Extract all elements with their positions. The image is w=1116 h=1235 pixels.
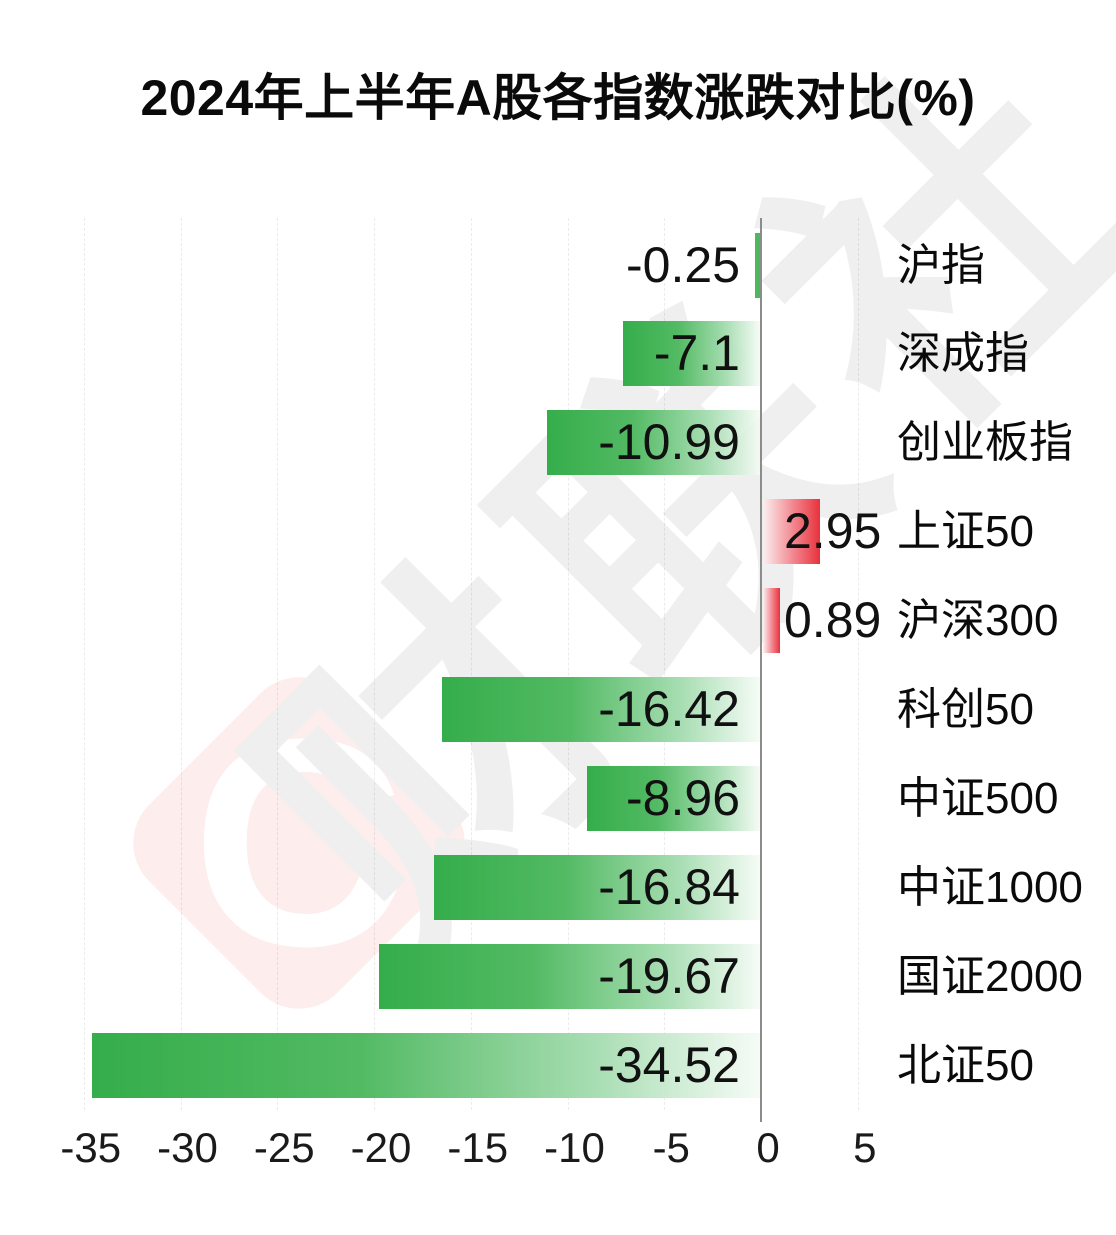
category-label: 沪指 [897,240,985,290]
category-label: 深成指 [897,329,1029,379]
x-tick-label: -25 [253,1124,315,1171]
value-label: -0.25 [626,236,740,293]
gridline [857,218,859,1110]
bar [442,677,760,742]
bar [763,588,781,654]
gridline [567,218,569,1110]
category-label: 沪深300 [897,596,1059,646]
x-tick-label: -35 [60,1124,122,1171]
value-label: -16.42 [598,681,740,737]
chart-title: 2024年上半年A股各指数涨跌对比(%) [140,70,976,126]
bar [547,410,760,476]
x-tick-label: -10 [544,1124,605,1171]
value-label: 0.89 [784,592,882,649]
gridline [83,218,85,1110]
bar [586,765,760,831]
x-tick-label: 5 [853,1124,877,1171]
x-tick-label: -20 [350,1124,412,1171]
gridline [374,218,375,1110]
bar [434,854,760,920]
value-label: -19.67 [598,947,740,1004]
x-tick-label: -5 [652,1124,690,1171]
category-label: 中证500 [897,773,1059,823]
category-label: 上证50 [897,507,1034,557]
x-tick-label: -30 [157,1124,218,1171]
bar [92,1032,760,1098]
value-label: -16.84 [598,858,740,915]
bar [763,499,821,565]
bar [622,321,760,387]
bar [755,232,760,298]
value-label: -7.1 [653,325,740,382]
gridline [180,218,182,1110]
value-label: -34.52 [598,1036,740,1093]
gridline [664,218,666,1110]
zero-axis-line [760,218,762,1122]
gridline [470,218,472,1110]
value-label: -10.99 [598,414,740,471]
category-label: 科创50 [897,685,1034,734]
value-label: -8.96 [626,769,740,826]
category-label: 中证1000 [897,862,1083,912]
bar [379,943,760,1009]
category-label: 北证50 [897,1040,1034,1090]
value-label: 2.95 [784,503,882,560]
x-tick-label: -15 [447,1124,509,1171]
category-label: 创业板指 [897,418,1073,468]
x-tick-label: 0 [756,1124,780,1171]
category-label: 国证2000 [897,951,1083,1001]
gridline [277,218,279,1110]
